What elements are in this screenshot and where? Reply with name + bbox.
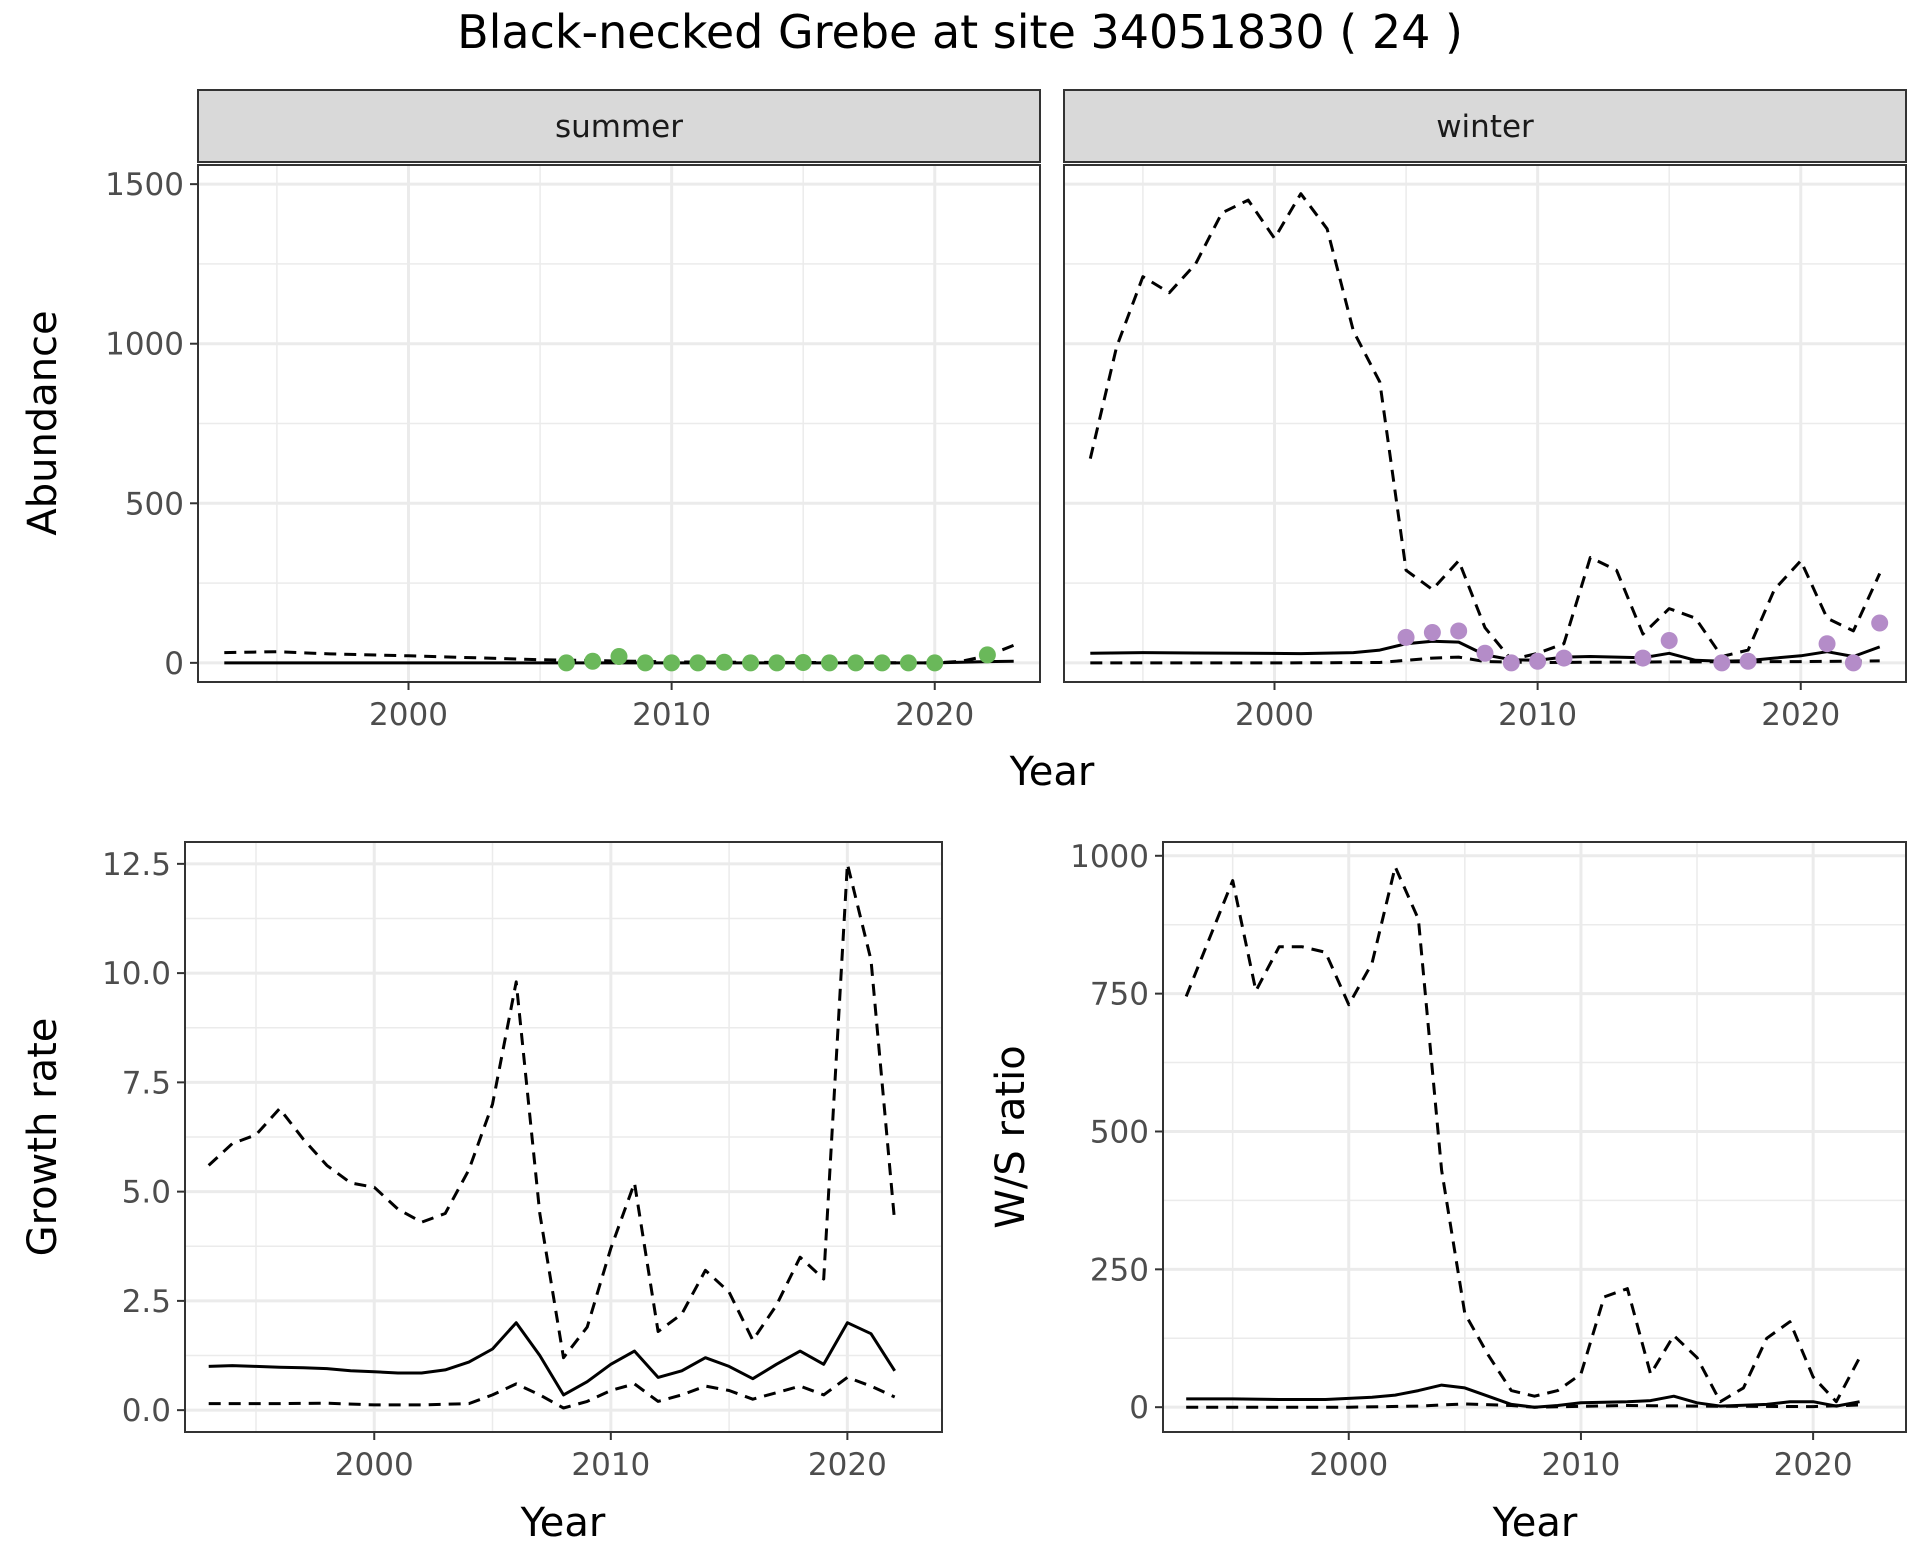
y-tick-label: 0 bbox=[164, 646, 184, 682]
x-tick-label: 2020 bbox=[1774, 1447, 1853, 1483]
data-point bbox=[584, 652, 602, 670]
x-tick-label: 2010 bbox=[571, 1447, 650, 1483]
data-point bbox=[1555, 649, 1573, 667]
y-tick-label: 10.0 bbox=[102, 956, 171, 992]
data-point bbox=[821, 654, 838, 672]
y-tick-label: 7.5 bbox=[122, 1065, 171, 1101]
figure-title: Black-necked Grebe at site 34051830 ( 24… bbox=[457, 5, 1463, 59]
data-point bbox=[1529, 652, 1547, 670]
y-tick-label: 0.0 bbox=[122, 1393, 171, 1429]
data-point bbox=[1844, 654, 1862, 672]
x-axis-title-bottom-left: Year bbox=[520, 1500, 606, 1546]
data-point bbox=[847, 654, 865, 672]
x-tick-label: 2020 bbox=[895, 697, 974, 733]
y-axis-title-growth-rate: Growth rate bbox=[20, 1018, 66, 1257]
data-point bbox=[1660, 632, 1678, 650]
x-axis-title-top: Year bbox=[1009, 749, 1095, 795]
panel-background bbox=[1163, 842, 1906, 1432]
facet-strip-label: summer bbox=[555, 109, 683, 145]
data-point bbox=[1476, 644, 1494, 662]
data-point bbox=[1739, 652, 1757, 670]
facet-strip bbox=[1063, 89, 1907, 163]
x-tick-label: 2010 bbox=[1541, 1447, 1620, 1483]
data-point bbox=[610, 647, 628, 665]
series-line-dashed-2 bbox=[1186, 1402, 1860, 1409]
series-line-dashed-2 bbox=[208, 1375, 896, 1410]
data-point bbox=[1502, 654, 1520, 672]
data-point bbox=[1423, 624, 1441, 642]
x-axis-title-bottom-right: Year bbox=[1492, 1500, 1578, 1546]
x-tick-label: 2000 bbox=[369, 697, 448, 733]
data-point bbox=[1450, 622, 1468, 640]
panel-winter: winter 2000 2010 2020 bbox=[1063, 89, 1907, 733]
x-tick-label: 2000 bbox=[335, 1447, 414, 1483]
panel-plot-2: 0.0 2.5 5.0 7.5 10.0 12.5 2000 2010 2020 bbox=[102, 841, 943, 1483]
x-tick-label: 2000 bbox=[1235, 697, 1314, 733]
facet-strip-label: winter bbox=[1436, 109, 1534, 145]
data-point bbox=[1713, 654, 1731, 672]
x-tick-label: 2010 bbox=[632, 697, 711, 733]
series-line-solid-0 bbox=[1090, 639, 1881, 663]
data-point bbox=[636, 654, 654, 672]
data-point bbox=[1871, 614, 1889, 632]
data-point bbox=[742, 654, 760, 672]
y-tick-label: 1500 bbox=[105, 167, 184, 203]
y-tick-label: 0 bbox=[1129, 1390, 1149, 1426]
series-line-dashed-2 bbox=[1090, 655, 1880, 665]
data-point bbox=[689, 654, 707, 672]
data-point bbox=[663, 654, 681, 672]
x-tick-label: 2010 bbox=[1498, 697, 1577, 733]
y-axis-title-abundance: Abundance bbox=[20, 310, 66, 535]
data-point bbox=[1634, 649, 1652, 667]
plots-container: summer 0 500 1000 1500 2000 2010 2020 winter 2000… bbox=[20, 89, 1907, 1546]
y-tick-label: 500 bbox=[1090, 1114, 1149, 1150]
series-line-solid-0 bbox=[208, 1321, 896, 1397]
y-tick-label: 750 bbox=[1090, 977, 1149, 1013]
x-tick-label: 2020 bbox=[1761, 697, 1840, 733]
y-tick-label: 2.5 bbox=[122, 1284, 171, 1320]
y-tick-label: 1000 bbox=[105, 327, 184, 363]
panel-border bbox=[184, 841, 943, 1433]
data-point bbox=[1818, 635, 1836, 653]
y-axis-title-ws-ratio: W/S ratio bbox=[988, 1045, 1034, 1228]
data-point bbox=[557, 654, 575, 672]
series-line-dashed-1 bbox=[207, 862, 897, 1360]
series-line-dashed-0 bbox=[1184, 865, 1861, 1404]
x-tick-label: 2020 bbox=[808, 1447, 887, 1483]
x-tick-label: 2000 bbox=[1309, 1447, 1388, 1483]
data-point bbox=[715, 653, 733, 671]
y-tick-label: 500 bbox=[125, 486, 184, 522]
y-tick-label: 5.0 bbox=[122, 1175, 171, 1211]
panel-border bbox=[1063, 164, 1907, 683]
panel-border bbox=[1162, 841, 1907, 1433]
series-line-dashed-1 bbox=[1088, 192, 1882, 662]
panel-plot-3: 0 250 500 750 1000 2000 2010 2020 bbox=[1070, 839, 1907, 1483]
data-point bbox=[978, 646, 996, 664]
data-point bbox=[899, 654, 917, 672]
y-tick-label: 250 bbox=[1090, 1252, 1149, 1288]
data-point bbox=[873, 654, 891, 672]
data-point bbox=[926, 654, 944, 672]
panel-border bbox=[197, 164, 1041, 683]
y-tick-label: 12.5 bbox=[102, 847, 171, 883]
data-point bbox=[1397, 628, 1415, 646]
y-tick-label: 1000 bbox=[1070, 839, 1149, 875]
data-point bbox=[794, 654, 812, 672]
facet-strip bbox=[197, 89, 1041, 163]
panel-summer: summer 0 500 1000 1500 2000 2010 2020 bbox=[105, 89, 1041, 733]
data-point bbox=[768, 654, 786, 672]
